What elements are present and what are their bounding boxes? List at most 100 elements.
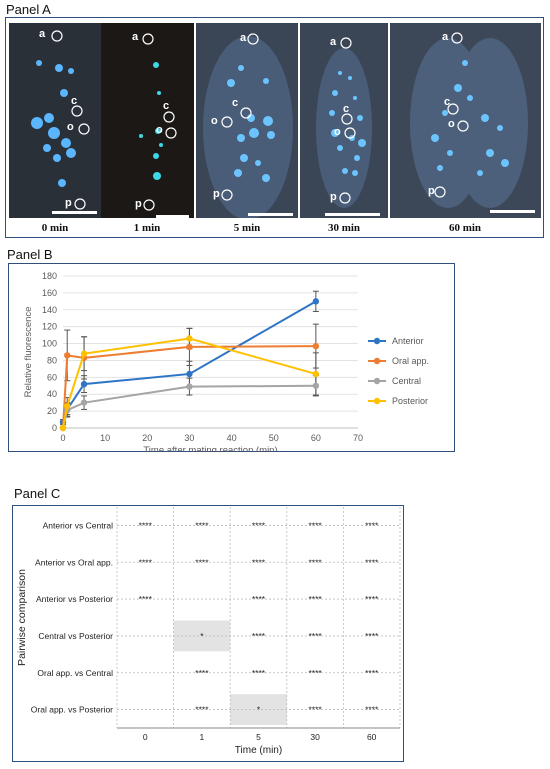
row-label: Oral app. vs Central: [37, 668, 113, 678]
significance-mark: ****: [308, 668, 322, 678]
data-point: [80, 350, 88, 357]
region-label-a: a: [39, 28, 46, 40]
time-label-1min: 1 min: [133, 222, 161, 234]
micrograph-0min: a c o p: [9, 23, 101, 218]
significance-mark: ****: [365, 631, 379, 641]
row-label: Oral app. vs Posterior: [31, 705, 113, 715]
y-tick-label: 80: [47, 355, 57, 365]
data-point: [80, 380, 88, 388]
significance-mark: ****: [308, 631, 322, 641]
significance-mark: ****: [365, 705, 379, 715]
line-chart: 0 20 40 60 80 100 120 140 160 180 0 10 20 30 40 50 60 70 T…: [23, 271, 429, 452]
panel-c-frame: [12, 505, 404, 762]
region-label-p: p: [213, 188, 220, 200]
significance-mark: ****: [139, 594, 153, 604]
significance-table: Anterior vs Central **** **** **** **** **** A…: [16, 507, 401, 756]
significance-mark: ****: [139, 557, 153, 567]
x-tick-label: 60: [311, 433, 321, 443]
region-label-o: o: [448, 118, 455, 130]
region-label-c: c: [232, 97, 239, 109]
x-axis-label: Time after mating reaction (min): [143, 445, 277, 452]
significance-mark: ****: [308, 705, 322, 715]
data-point: [312, 342, 320, 350]
y-tick-label: 0: [52, 423, 57, 433]
legend-label: Posterior: [392, 396, 428, 406]
significance-mark: ****: [252, 668, 266, 678]
legend-swatch-dot: [373, 377, 381, 385]
legend-label: Anterior: [392, 336, 424, 346]
y-tick-label: 100: [42, 339, 57, 349]
micrograph-1min: a c o p: [101, 23, 194, 218]
column-label: 5: [256, 732, 261, 742]
time-label-0min: 0 min: [41, 222, 69, 234]
data-point: [312, 382, 320, 389]
significance-mark: ****: [252, 594, 266, 604]
data-point: [64, 402, 71, 410]
region-label-o: o: [211, 115, 218, 127]
micrograph-30min: a c o p: [300, 23, 388, 218]
x-tick-label: 30: [184, 433, 194, 443]
data-point: [186, 335, 193, 342]
y-tick-label: 20: [47, 406, 57, 416]
significance-mark: ****: [252, 520, 266, 530]
significance-mark: ****: [308, 594, 322, 604]
significance-mark: ****: [252, 557, 266, 567]
micrograph-5min: a c o p: [196, 23, 298, 218]
column-label: 1: [200, 732, 205, 742]
row-label: Central vs Posterior: [38, 631, 113, 641]
legend-swatch-dot: [373, 397, 381, 405]
region-label-a: a: [240, 32, 247, 44]
data-point: [186, 370, 193, 378]
region-label-p: p: [65, 197, 72, 209]
time-label-5min: 5 min: [233, 222, 261, 234]
region-label-o: o: [156, 124, 163, 136]
region-label-a: a: [330, 36, 337, 48]
significance-mark: ****: [308, 520, 322, 530]
legend-label: Central: [392, 376, 421, 386]
row-label: Anterior vs Posterior: [36, 594, 113, 604]
x-tick-label: 20: [142, 433, 152, 443]
region-label-o: o: [334, 126, 341, 138]
significance-mark: ****: [195, 668, 209, 678]
data-point: [186, 343, 193, 351]
legend-swatch-dot: [373, 337, 381, 345]
region-label-a: a: [132, 31, 139, 43]
y-axis-label: Relative fluorescence: [23, 307, 34, 398]
row-label: Anterior vs Central: [43, 520, 113, 530]
data-point: [312, 298, 320, 305]
region-label-a: a: [442, 31, 449, 43]
column-label: 30: [310, 732, 320, 742]
time-label-30min: 30 min: [327, 222, 361, 234]
x-tick-label: 70: [353, 433, 363, 443]
data-point: [59, 424, 67, 432]
significance-mark: ****: [195, 520, 209, 530]
data-point: [186, 383, 193, 390]
significance-mark: ****: [139, 520, 153, 530]
panel-b-title: Panel B: [7, 247, 53, 262]
data-point: [64, 352, 71, 359]
y-tick-label: 160: [42, 288, 57, 298]
significance-mark: ****: [365, 668, 379, 678]
significance-mark: *: [200, 631, 204, 641]
region-label-c: c: [343, 103, 350, 115]
region-label-c: c: [71, 95, 78, 107]
x-tick-label: 0: [60, 433, 65, 443]
significance-mark: ****: [308, 557, 322, 567]
row-label: Anterior vs Oral app.: [35, 557, 113, 567]
significance-mark: ****: [195, 705, 209, 715]
region-label-c: c: [163, 100, 170, 112]
legend-label: Oral app.: [392, 356, 429, 366]
data-point: [80, 399, 88, 406]
y-tick-label: 60: [47, 372, 57, 382]
panel-a-frame: [5, 17, 544, 238]
significance-mark: ****: [365, 520, 379, 530]
significance-mark: *: [257, 705, 261, 715]
y-tick-label: 120: [42, 322, 57, 332]
panel-b-frame: [8, 263, 455, 452]
panel-c-title: Panel C: [14, 486, 61, 501]
y-tick-label: 140: [42, 305, 57, 315]
region-label-c: c: [444, 96, 451, 108]
x-axis-label: Time (min): [235, 745, 282, 756]
data-point: [312, 370, 320, 378]
significance-mark: ****: [195, 557, 209, 567]
